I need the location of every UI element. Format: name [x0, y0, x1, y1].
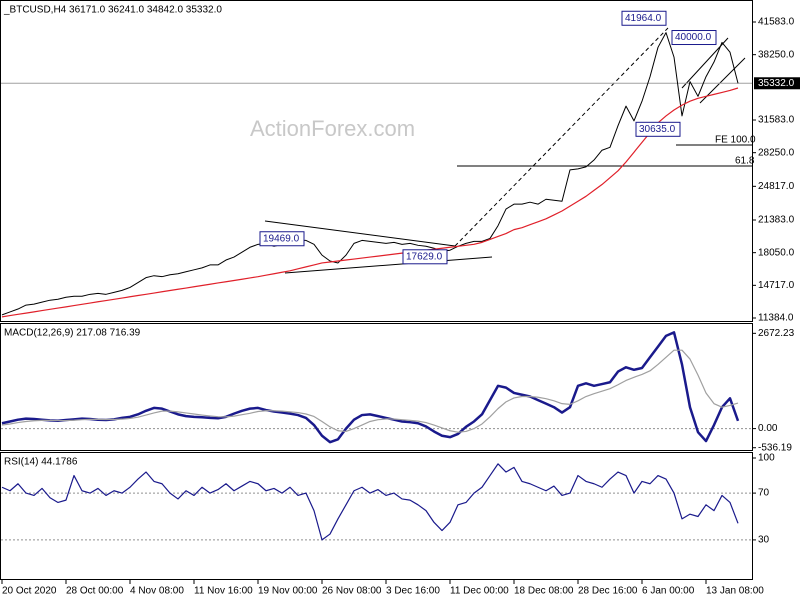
series-line	[1, 349, 739, 433]
x-tick-label: 19 Nov 00:00	[258, 586, 318, 597]
y-tick-label: 38250.0	[758, 49, 795, 60]
price-title: _BTCUSD,H4 36171.0 36241.0 34842.0 35332…	[3, 5, 222, 16]
y-tick-label: 70	[758, 488, 770, 499]
x-tick-label: 28 Oct 00:00	[66, 586, 124, 597]
price-annotation-box	[635, 121, 681, 137]
macd-title: MACD(12,26,9) 217.08 716.39	[4, 328, 141, 339]
price-annotation: 40000.0	[675, 32, 712, 43]
watermark: ActionForex.com	[250, 116, 415, 141]
rsi-title: RSI(14) 44.1786	[4, 457, 78, 468]
price-panel-frame	[0, 0, 753, 322]
last-price-label: 35332.0	[758, 78, 795, 89]
y-tick-label: 41583.0	[758, 17, 795, 28]
x-tick-label: 11 Nov 16:00	[194, 586, 253, 597]
x-tick-label: 4 Nov 08:00	[130, 586, 184, 597]
y-tick-label: 0.00	[758, 423, 778, 434]
price-annotation-box	[621, 10, 667, 26]
price-annotation: 41964.0	[625, 13, 662, 24]
price-annotation-box	[671, 30, 717, 46]
x-tick-label: 18 Dec 08:00	[514, 586, 574, 597]
trendlines	[264, 27, 746, 274]
last-price-box	[754, 77, 800, 90]
fib-label: 61.8	[735, 156, 755, 167]
projection-line	[454, 27, 669, 247]
price-annotation-box	[402, 249, 448, 265]
price-annotation: 19469.0	[263, 233, 300, 244]
price-annotation-box	[259, 231, 305, 247]
series-line	[1, 331, 740, 444]
y-tick-label: 14717.0	[758, 280, 795, 291]
triangle-upper	[264, 220, 456, 247]
y-tick-label: 2672.23	[758, 328, 795, 339]
fib-label: FE 100.0	[715, 135, 756, 146]
price-annotation: 30635.0	[639, 124, 676, 135]
price-annotation: 17629.0	[406, 251, 443, 262]
x-tick-label: 28 Dec 16:00	[578, 586, 638, 597]
x-tick-label: 26 Nov 08:00	[322, 586, 382, 597]
x-tick-label: 11 Dec 00:00	[450, 586, 509, 597]
x-tick-label: 3 Dec 16:00	[386, 586, 440, 597]
macd-panel-frame	[0, 323, 753, 451]
series-line	[1, 87, 739, 318]
x-tick-label: 20 Oct 2020	[2, 586, 57, 597]
y-tick-label: 31583.0	[758, 115, 795, 126]
x-tick-label: 13 Jan 08:00	[706, 586, 764, 597]
y-tick-label: 24817.0	[758, 181, 795, 192]
triangle-lower	[284, 256, 493, 274]
series-line	[1, 32, 739, 316]
y-tick-label: 100	[758, 453, 775, 464]
rsi-panel-frame	[0, 452, 753, 580]
series-line	[1, 463, 739, 541]
y-tick-label: -536.19	[758, 442, 792, 453]
y-tick-label: 28250.0	[758, 147, 795, 158]
x-tick-label: 6 Jan 00:00	[642, 586, 695, 597]
y-tick-label: 11384.0	[758, 313, 794, 324]
y-tick-label: 18050.0	[758, 247, 795, 258]
y-tick-label: 21383.0	[758, 215, 795, 226]
y-tick-label: 30	[758, 535, 770, 546]
